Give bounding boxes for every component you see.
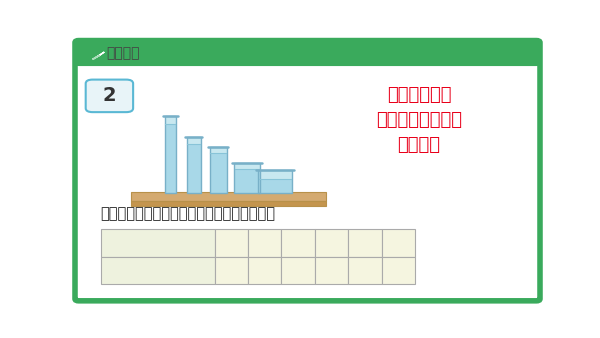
Bar	[101, 257, 215, 284]
Text: 容器的底面积/cm²: 容器的底面积/cm²	[118, 236, 198, 249]
Text: 30: 30	[221, 263, 241, 278]
Bar	[281, 257, 315, 284]
Text: 60: 60	[355, 235, 376, 250]
Bar	[234, 163, 260, 193]
Bar	[187, 144, 200, 193]
Polygon shape	[92, 52, 104, 59]
Text: 水的高度/cm: 水的高度/cm	[125, 263, 190, 278]
Text: 30: 30	[322, 235, 342, 250]
Text: 15: 15	[254, 235, 275, 250]
Bar	[165, 116, 176, 193]
FancyBboxPatch shape	[75, 41, 540, 66]
Polygon shape	[92, 55, 100, 59]
Bar	[165, 116, 176, 193]
FancyBboxPatch shape	[75, 41, 540, 301]
Text: 2: 2	[103, 87, 116, 105]
Text: 容器的底面积与水的高度的变化情况如下表。: 容器的底面积与水的高度的变化情况如下表。	[101, 206, 275, 221]
Bar	[210, 147, 227, 193]
Text: 15: 15	[288, 263, 308, 278]
Bar	[234, 169, 260, 193]
Text: 5: 5	[360, 263, 370, 278]
Bar	[258, 170, 292, 193]
Bar	[131, 201, 326, 206]
Text: ···: ···	[390, 263, 407, 278]
Bar	[215, 257, 248, 284]
Text: ···: ···	[390, 235, 407, 250]
Bar	[215, 229, 248, 257]
Bar	[234, 163, 260, 193]
Bar	[165, 124, 176, 193]
Bar	[248, 257, 281, 284]
Bar	[79, 43, 536, 64]
Text: 探索新知: 探索新知	[107, 46, 140, 60]
Bar	[187, 137, 200, 193]
Bar	[349, 229, 382, 257]
Text: 20: 20	[288, 235, 308, 250]
Bar	[281, 229, 315, 257]
Bar	[349, 257, 382, 284]
Bar	[258, 170, 292, 193]
Bar	[187, 137, 200, 193]
FancyBboxPatch shape	[86, 80, 133, 112]
Bar	[248, 229, 281, 257]
Bar	[210, 147, 227, 193]
Text: 10: 10	[322, 263, 342, 278]
Text: 水倒入底面积不同: 水倒入底面积不同	[376, 111, 462, 129]
Bar	[101, 229, 215, 257]
Bar	[210, 153, 227, 193]
Bar	[382, 257, 415, 284]
Bar	[315, 257, 349, 284]
Text: 把相同体积的: 把相同体积的	[387, 86, 451, 104]
Text: 20: 20	[254, 263, 275, 278]
Text: 的容器。: 的容器。	[398, 136, 440, 154]
Text: 10: 10	[221, 235, 241, 250]
Bar	[258, 178, 292, 193]
Bar	[315, 229, 349, 257]
Bar	[382, 229, 415, 257]
Bar	[131, 192, 326, 201]
